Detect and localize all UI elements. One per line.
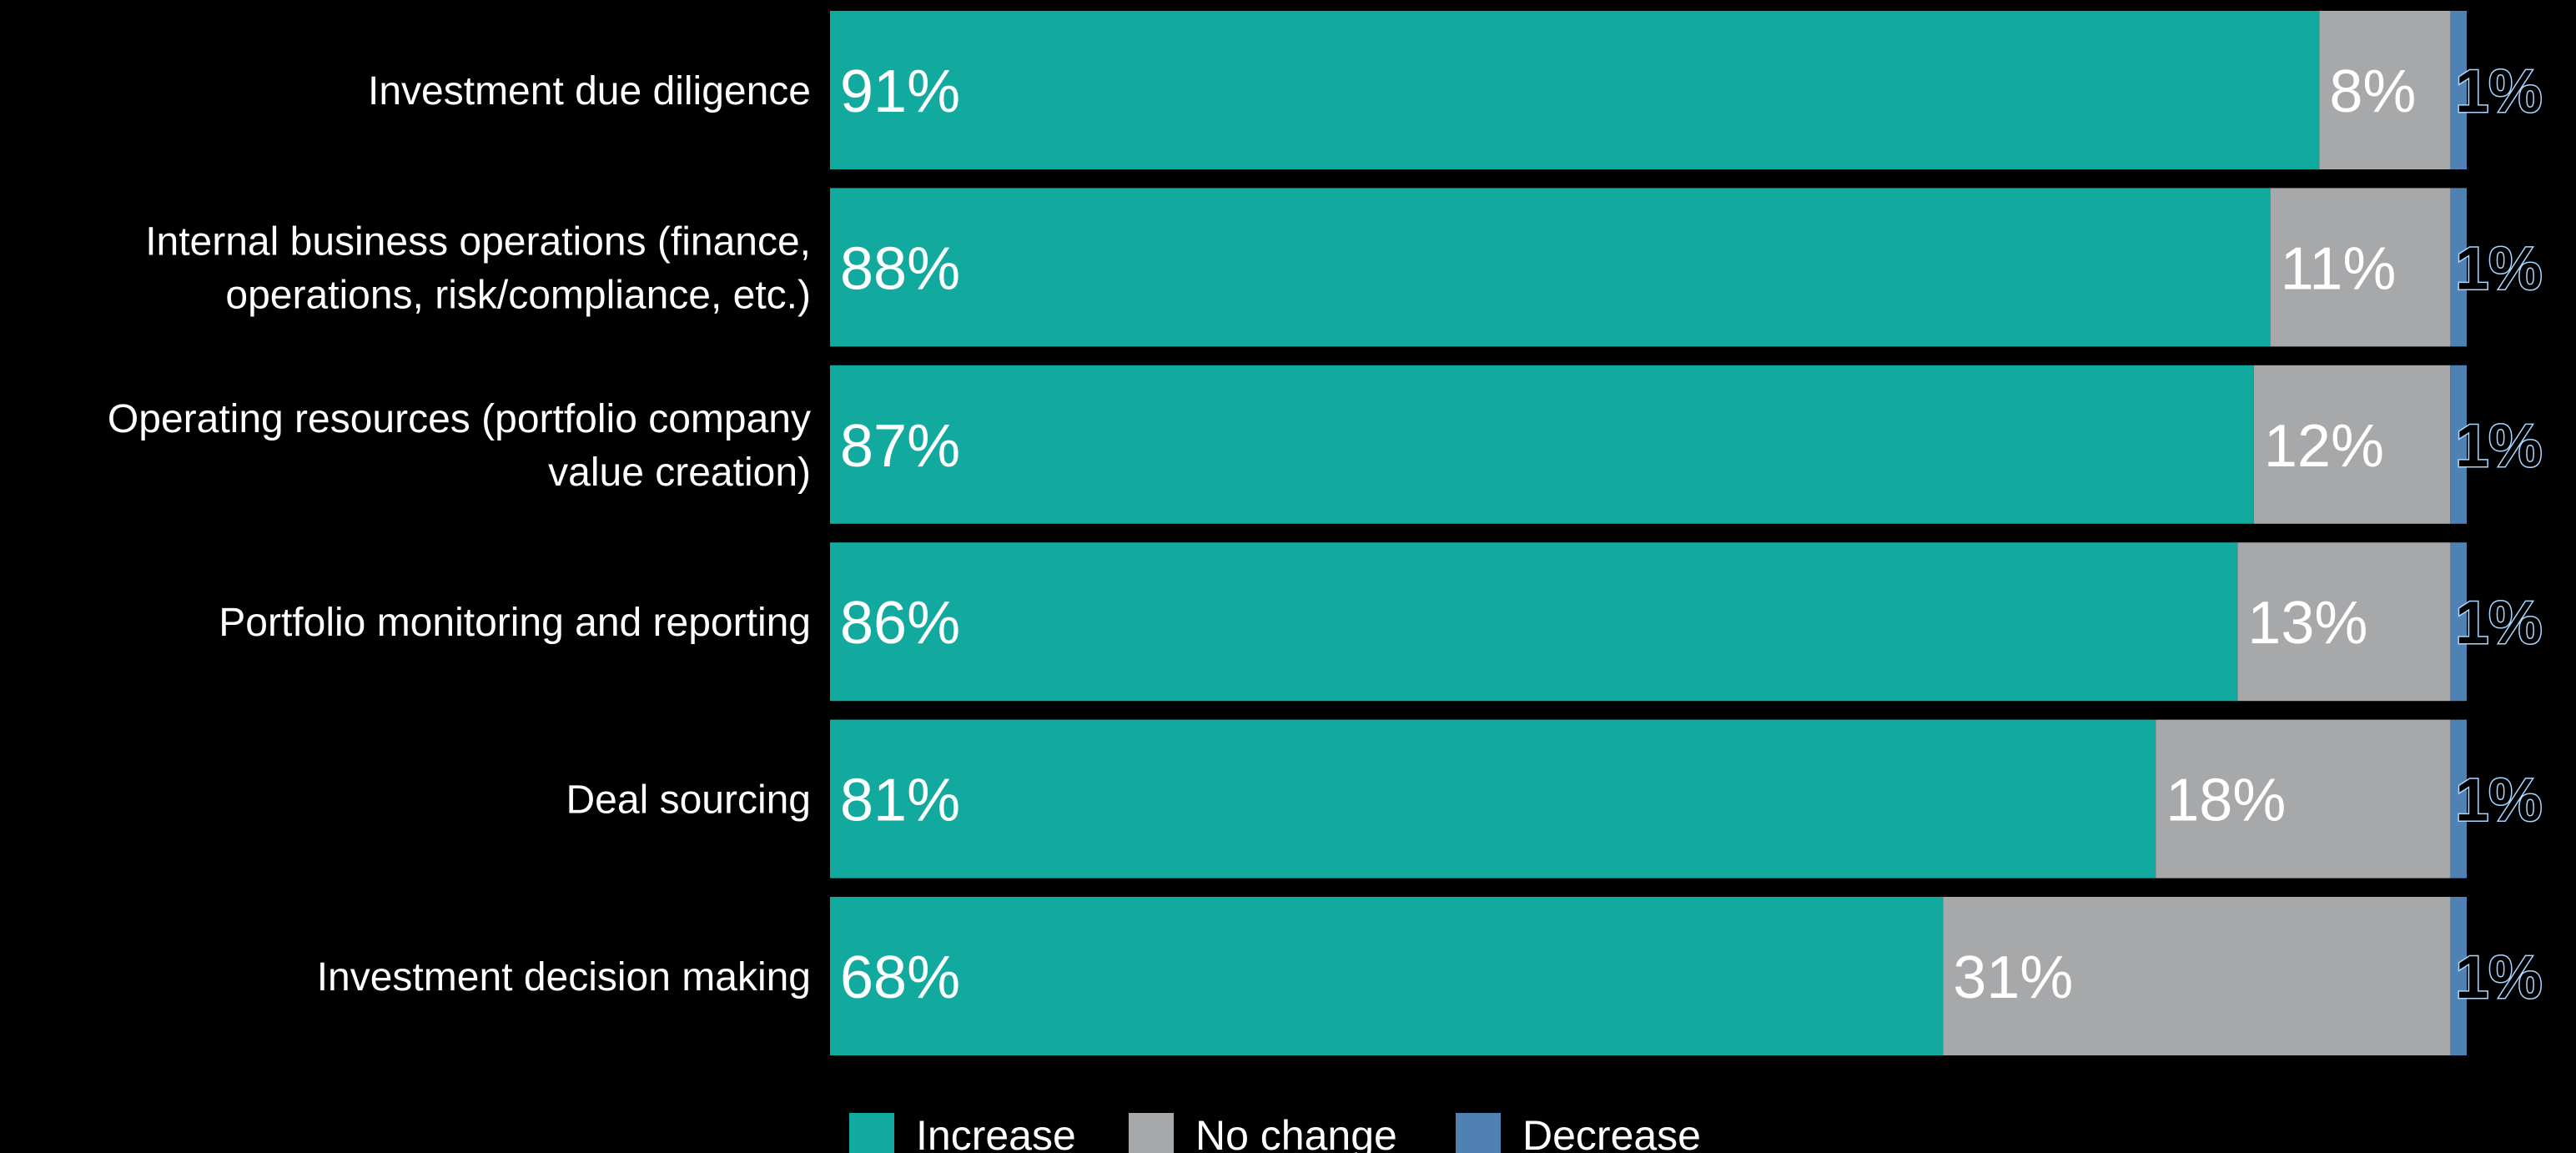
category-label-line: value creation) xyxy=(548,451,811,495)
bar-segment-increase xyxy=(830,542,2238,702)
category-label-line: Operating resources (portfolio company xyxy=(108,397,811,441)
data-label-increase: 91% xyxy=(840,58,960,125)
category-label-line: Investment decision making xyxy=(317,955,811,999)
category-label: Portfolio monitoring and reporting xyxy=(219,601,811,645)
bar-segment-no-change xyxy=(2319,11,2451,169)
legend-swatch-increase xyxy=(849,1113,894,1153)
data-label-decrease: 1% xyxy=(2455,768,2542,834)
data-label-increase: 87% xyxy=(840,413,960,480)
legend-label-decrease: Decrease xyxy=(1522,1112,1701,1153)
bar-segment-decrease xyxy=(2450,897,2467,1055)
bar-segment-no-change xyxy=(1943,897,2451,1055)
legend-swatch-no-change xyxy=(1129,1113,1174,1153)
category-label: Operating resources (portfolio company va… xyxy=(108,397,811,495)
category-labels: Investment due diligence Internal busines… xyxy=(108,69,811,999)
category-label-line: operations, risk/compliance, etc.) xyxy=(225,273,811,317)
bar-segment-increase xyxy=(830,11,2320,169)
data-label-no-change: 13% xyxy=(2247,590,2367,657)
category-label: Deal sourcing xyxy=(566,778,811,823)
bar-segment-decrease xyxy=(2450,11,2467,169)
data-label-increase: 68% xyxy=(840,944,960,1011)
bar-segment-increase xyxy=(830,719,2156,879)
data-label-no-change: 31% xyxy=(1953,944,2073,1011)
data-label-increase: 81% xyxy=(840,768,960,834)
data-label-no-change: 8% xyxy=(2329,58,2416,125)
bars-group xyxy=(830,11,2467,1055)
legend-swatch-decrease xyxy=(1456,1113,1501,1153)
bar-segment-no-change xyxy=(2253,365,2451,524)
data-label-increase: 86% xyxy=(840,590,960,657)
legend-label-increase: Increase xyxy=(916,1112,1076,1153)
category-label: Investment decision making xyxy=(317,955,811,999)
bar-segment-increase xyxy=(830,365,2254,524)
bar-segment-no-change xyxy=(2270,188,2451,347)
category-label-line: Portfolio monitoring and reporting xyxy=(219,601,811,645)
bar-segment-no-change xyxy=(2237,542,2451,702)
bar-segment-decrease xyxy=(2450,365,2467,524)
category-label-line: Internal business operations (finance, xyxy=(145,219,811,264)
category-label: Internal business operations (finance, op… xyxy=(145,219,811,317)
data-label-increase: 88% xyxy=(840,235,960,302)
bar-segment-no-change xyxy=(2156,719,2451,879)
category-label-line: Deal sourcing xyxy=(566,778,811,823)
data-label-no-change: 18% xyxy=(2166,768,2286,834)
legend: Increase No change Decrease xyxy=(849,1112,1701,1153)
data-label-decrease: 1% xyxy=(2455,58,2542,125)
data-label-no-change: 11% xyxy=(2281,235,2397,302)
data-label-decrease: 1% xyxy=(2455,944,2542,1011)
bar-segment-increase xyxy=(830,188,2271,347)
bar-segment-decrease xyxy=(2450,188,2467,347)
data-label-decrease: 1% xyxy=(2455,413,2542,480)
data-label-decrease: 1% xyxy=(2455,235,2542,302)
category-label-line: Investment due diligence xyxy=(368,69,811,113)
category-label: Investment due diligence xyxy=(368,69,811,113)
value-labels: 91% 8% 1% 88% 11% 1% 87% 12% 1% 86% 13% 1% 81% 18% 1% 6… xyxy=(840,58,2543,1013)
data-label-decrease: 1% xyxy=(2455,590,2542,657)
bar-segment-decrease xyxy=(2450,719,2467,879)
data-label-no-change: 12% xyxy=(2264,413,2384,480)
legend-label-no-change: No change xyxy=(1195,1112,1397,1153)
bar-segment-decrease xyxy=(2450,542,2467,702)
bar-segment-increase xyxy=(830,897,1944,1055)
